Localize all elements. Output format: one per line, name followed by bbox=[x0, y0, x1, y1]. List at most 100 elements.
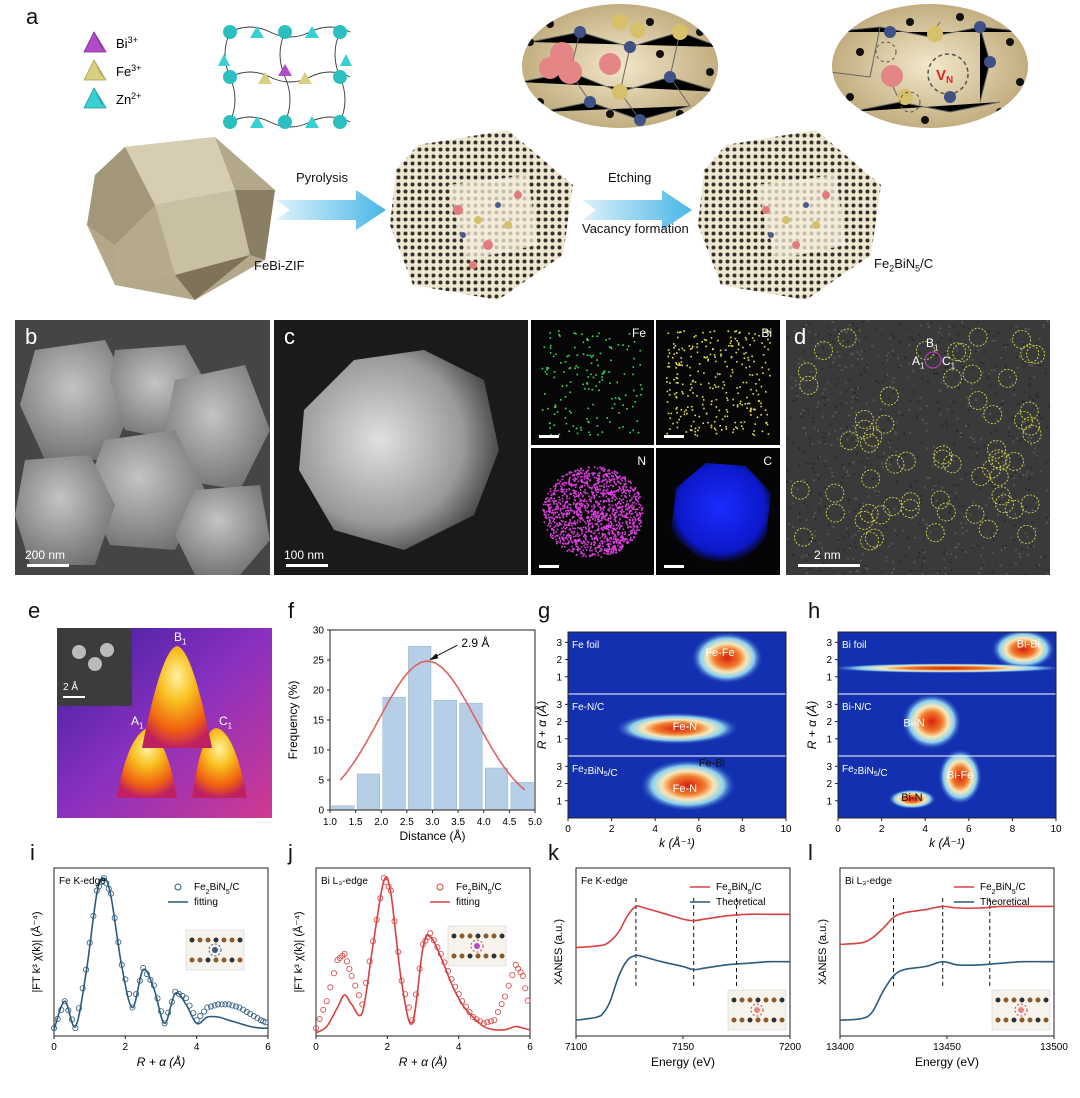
x-tick-label: 13400 bbox=[826, 1042, 854, 1053]
inset-atom bbox=[475, 953, 481, 959]
x-tick-label: 4 bbox=[922, 824, 928, 835]
data-marker bbox=[509, 972, 516, 979]
etching-arrow-icon bbox=[582, 190, 692, 230]
histogram-bar bbox=[408, 645, 432, 811]
inset-atom bbox=[747, 1017, 753, 1023]
inset-atom bbox=[467, 953, 473, 959]
single-atom-marker bbox=[794, 527, 813, 547]
inset-atom bbox=[459, 953, 465, 959]
x-tick-label: 2.5 bbox=[400, 817, 414, 828]
y-tick-label: 2 bbox=[556, 655, 562, 666]
data-marker bbox=[218, 1001, 225, 1008]
inset-atom bbox=[197, 957, 203, 963]
scale-bar-fe bbox=[539, 435, 559, 438]
fe-tetrahedron-icon bbox=[83, 59, 107, 81]
eds-map-bi: Bi bbox=[656, 320, 780, 445]
single-atom-marker bbox=[962, 364, 982, 384]
eds-map-fe: Fe bbox=[531, 320, 654, 445]
legend-zn-label: Zn2+ bbox=[116, 91, 141, 107]
annotation-arrowhead bbox=[429, 653, 439, 661]
y-tick-label: 3 bbox=[556, 638, 562, 649]
wavelet-lobe bbox=[615, 712, 739, 745]
y-tick-label: 15 bbox=[313, 716, 325, 727]
inset-atom bbox=[1027, 1017, 1033, 1023]
inset-atom bbox=[1043, 1017, 1049, 1023]
data-marker bbox=[222, 1001, 229, 1008]
x-tick-label: 0 bbox=[835, 824, 841, 835]
single-atom-marker bbox=[947, 342, 967, 362]
data-marker bbox=[524, 997, 531, 1004]
zn-tetrahedron-icon bbox=[83, 87, 107, 109]
product-label: Fe2BiN5/C bbox=[874, 256, 934, 274]
data-marker bbox=[352, 982, 359, 989]
single-atom-marker bbox=[1014, 410, 1033, 430]
y-tick-label: 0 bbox=[318, 806, 324, 817]
plot-frame bbox=[837, 631, 1057, 819]
legend-marker bbox=[436, 883, 444, 891]
x-tick-label: 7150 bbox=[672, 1042, 695, 1053]
data-marker bbox=[204, 1004, 211, 1011]
x-tick-label: 13450 bbox=[933, 1042, 961, 1053]
eds-map-n: N bbox=[531, 448, 654, 575]
inset-atom bbox=[995, 997, 1001, 1003]
inset-atom bbox=[731, 997, 737, 1003]
panel-label-l: l bbox=[808, 840, 813, 865]
single-atom-marker bbox=[854, 409, 874, 429]
inset-atom bbox=[197, 937, 203, 943]
x-tick-label: 6 bbox=[527, 1042, 533, 1053]
single-atom-marker bbox=[875, 414, 895, 434]
fe2bin5c-crystal bbox=[698, 130, 881, 300]
panel-c-haadf-image: c 200 nm 100 nm bbox=[274, 320, 528, 575]
inset-atom bbox=[1003, 1017, 1009, 1023]
inset-atom bbox=[213, 957, 219, 963]
data-marker bbox=[412, 991, 419, 998]
single-atom-marker bbox=[952, 343, 972, 363]
single-atom-marker bbox=[861, 469, 881, 489]
single-atom-marker bbox=[896, 451, 916, 471]
vacancy-formation-label: Vacancy formation bbox=[582, 221, 689, 236]
series-line bbox=[315, 876, 531, 1034]
scale-bar-d bbox=[798, 564, 860, 567]
x-tick-label: 4.0 bbox=[477, 817, 491, 828]
single-atom-marker bbox=[1022, 424, 1042, 444]
data-marker bbox=[129, 1004, 136, 1011]
eds-map-c: C bbox=[656, 448, 780, 575]
data-marker bbox=[484, 1019, 491, 1026]
inset-atom bbox=[221, 937, 227, 943]
scale-label-b: 200 nm bbox=[25, 548, 66, 562]
inset-atom bbox=[499, 953, 505, 959]
eds-label-n: N bbox=[637, 454, 646, 468]
data-marker bbox=[491, 1017, 498, 1024]
data-marker bbox=[402, 991, 409, 998]
histogram-bar bbox=[459, 702, 483, 811]
x-tick-label: 10 bbox=[1050, 824, 1062, 835]
panel-label-j: j bbox=[288, 840, 293, 865]
data-marker bbox=[254, 1015, 261, 1022]
single-atom-marker bbox=[854, 510, 874, 530]
bond-label: Bi-N bbox=[901, 792, 922, 804]
x-tick-label: 0 bbox=[565, 824, 571, 835]
site-b-label: B1 bbox=[926, 336, 939, 353]
histogram-bar bbox=[510, 782, 534, 811]
plot-frame bbox=[53, 867, 269, 1037]
scale-label-d: 2 nm bbox=[814, 548, 841, 562]
single-atom-marker bbox=[983, 405, 1003, 425]
data-marker bbox=[522, 985, 529, 992]
bond-label: Fe-Bi bbox=[699, 757, 725, 769]
y-tick-label: 1 bbox=[826, 672, 832, 683]
inset-atom bbox=[205, 957, 211, 963]
inset-center-ring bbox=[470, 939, 484, 953]
y-tick-label: 1 bbox=[556, 734, 562, 745]
single-atom-marker bbox=[1020, 344, 1040, 364]
inset-atom bbox=[755, 997, 761, 1003]
inset-center-atom bbox=[1018, 1007, 1024, 1013]
x-axis-label: R + α (Å) bbox=[137, 1054, 186, 1069]
single-atom-marker bbox=[790, 480, 810, 500]
edge-label: Bi L₃-edge bbox=[845, 876, 892, 887]
y-tick-label: 3 bbox=[556, 762, 562, 773]
inset-atom bbox=[1011, 997, 1017, 1003]
single-atom-marker bbox=[991, 486, 1011, 506]
bond-label: Fe-Fe bbox=[705, 647, 734, 659]
data-marker bbox=[502, 993, 509, 1000]
y-axis-label: XANES (a.u.) bbox=[553, 919, 565, 985]
